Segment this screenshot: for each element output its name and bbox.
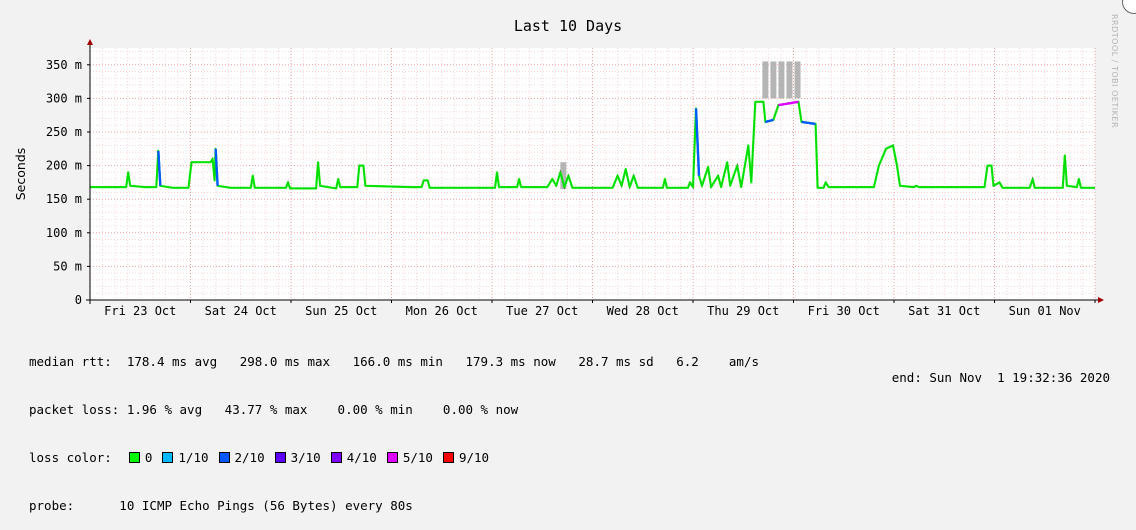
- loss-color-item: 5/10: [385, 450, 433, 465]
- x-tick-label: Wed 28 Oct: [607, 304, 679, 318]
- probe-row: probe: 10 ICMP Echo Pings (56 Bytes) eve…: [29, 498, 759, 514]
- loss-color-swatch: [442, 452, 454, 463]
- median-rtt-values: 178.4 ms avg 298.0 ms max 166.0 ms min 1…: [111, 354, 760, 369]
- loss-color-item: 0: [127, 450, 153, 465]
- probe-value: 10 ICMP Echo Pings (56 Bytes) every 80s: [74, 498, 413, 513]
- y-tick-label: 250 m: [46, 125, 82, 139]
- loss-color-item: 9/10: [441, 450, 489, 465]
- x-tick-label: Sat 31 Oct: [908, 304, 980, 318]
- median-rtt-row: median rtt: 178.4 ms avg 298.0 ms max 16…: [29, 354, 759, 370]
- x-tick-label: Sun 01 Nov: [1009, 304, 1081, 318]
- series-line-loss-5: [778, 100, 799, 107]
- series-line-loss-2: [157, 150, 162, 186]
- grid: [89, 48, 1096, 301]
- rrdtool-watermark: RRDTOOL / TOBI OETIKER: [1110, 14, 1119, 129]
- loss-color-label-text: 1/10: [178, 450, 209, 465]
- chart-title: Last 10 Days: [514, 17, 622, 35]
- y-tick-label: 50 m: [53, 259, 82, 273]
- y-axis-arrow: [87, 39, 93, 45]
- loss-color-label-text: 9/10: [458, 450, 490, 465]
- smoke-band: [770, 61, 777, 99]
- loss-color-row: loss color: 0 1/10 2/10 3/10 4/10 5/10 9/10: [29, 450, 759, 466]
- end-time: end: Sun Nov 1 19:32:36 2020: [891, 370, 1110, 385]
- latency-chart: 0 50 m 100 m 150 m 200 m 250 m 300 m 350 m Fri …: [13, 17, 1104, 318]
- series-line-loss-2: [801, 120, 816, 126]
- smoke-band: [786, 61, 793, 99]
- x-tick-label: Sun 25 Oct: [305, 304, 377, 318]
- y-tick-label: 300 m: [46, 91, 82, 105]
- x-tick-label: Fri 30 Oct: [808, 304, 880, 318]
- smoke-band: [762, 61, 769, 99]
- series-lines: [90, 100, 1095, 190]
- loss-color-label-text: 5/10: [402, 450, 433, 465]
- y-tick-label: 100 m: [46, 226, 82, 240]
- loss-color-swatch: [330, 452, 342, 463]
- loss-color-swatch: [386, 452, 398, 463]
- loss-color-label: loss color:: [29, 450, 112, 465]
- loss-color-list: 0 1/10 2/10 3/10 4/10 5/10 9/10: [127, 450, 497, 465]
- x-tick-labels: Fri 23 Oct Sat 24 Oct Sun 25 Oct Mon 26 Oct…: [104, 304, 1081, 318]
- x-axis-arrow: [1098, 297, 1104, 303]
- x-tick-label: Sat 24 Oct: [205, 304, 277, 318]
- y-tick-label: 0: [75, 293, 82, 307]
- series-line-loss-0: [90, 100, 1095, 190]
- loss-color-item: 4/10: [329, 450, 377, 465]
- loss-color-item: 1/10: [160, 450, 209, 465]
- loss-color-label-text: 2/10: [234, 450, 265, 465]
- probe-label: probe:: [29, 498, 75, 513]
- x-tick-label: Fri 23 Oct: [104, 304, 176, 318]
- loss-color-swatch: [274, 452, 286, 463]
- smoke-band: [794, 61, 801, 99]
- loss-color-label-text: 0: [144, 450, 153, 465]
- packet-loss-row: packet loss: 1.96 % avg 43.77 % max 0.00…: [29, 402, 759, 418]
- x-tick-label: Mon 26 Oct: [406, 304, 478, 318]
- loss-color-swatch: [162, 452, 174, 463]
- x-tick-label: Thu 29 Oct: [707, 304, 779, 318]
- loss-color-label-text: 4/10: [346, 450, 377, 465]
- loss-color-swatch: [128, 452, 140, 463]
- loss-color-label-text: 3/10: [290, 450, 321, 465]
- series-line-loss-2: [214, 148, 219, 186]
- loss-color-item: 2/10: [217, 450, 265, 465]
- legend: median rtt: 178.4 ms avg 298.0 ms max 16…: [29, 322, 759, 530]
- series-line-loss-2: [765, 118, 774, 124]
- series-line-loss-2: [694, 108, 701, 176]
- y-tick-label: 150 m: [46, 192, 82, 206]
- y-axis-label: Seconds: [13, 148, 28, 201]
- smoke-band: [560, 162, 567, 190]
- loss-color-swatch: [218, 452, 230, 463]
- y-tick-labels: 0 50 m 100 m 150 m 200 m 250 m 300 m 350 m: [46, 58, 82, 307]
- y-tick-label: 350 m: [46, 58, 82, 72]
- axes: [86, 39, 1104, 304]
- smoke-bands: [560, 61, 801, 190]
- median-rtt-label: median rtt:: [29, 354, 112, 369]
- loss-color-item: 3/10: [273, 450, 321, 465]
- x-tick-label: Tue 27 Oct: [506, 304, 578, 318]
- y-tick-label: 200 m: [46, 159, 82, 173]
- smoke-band: [778, 61, 785, 99]
